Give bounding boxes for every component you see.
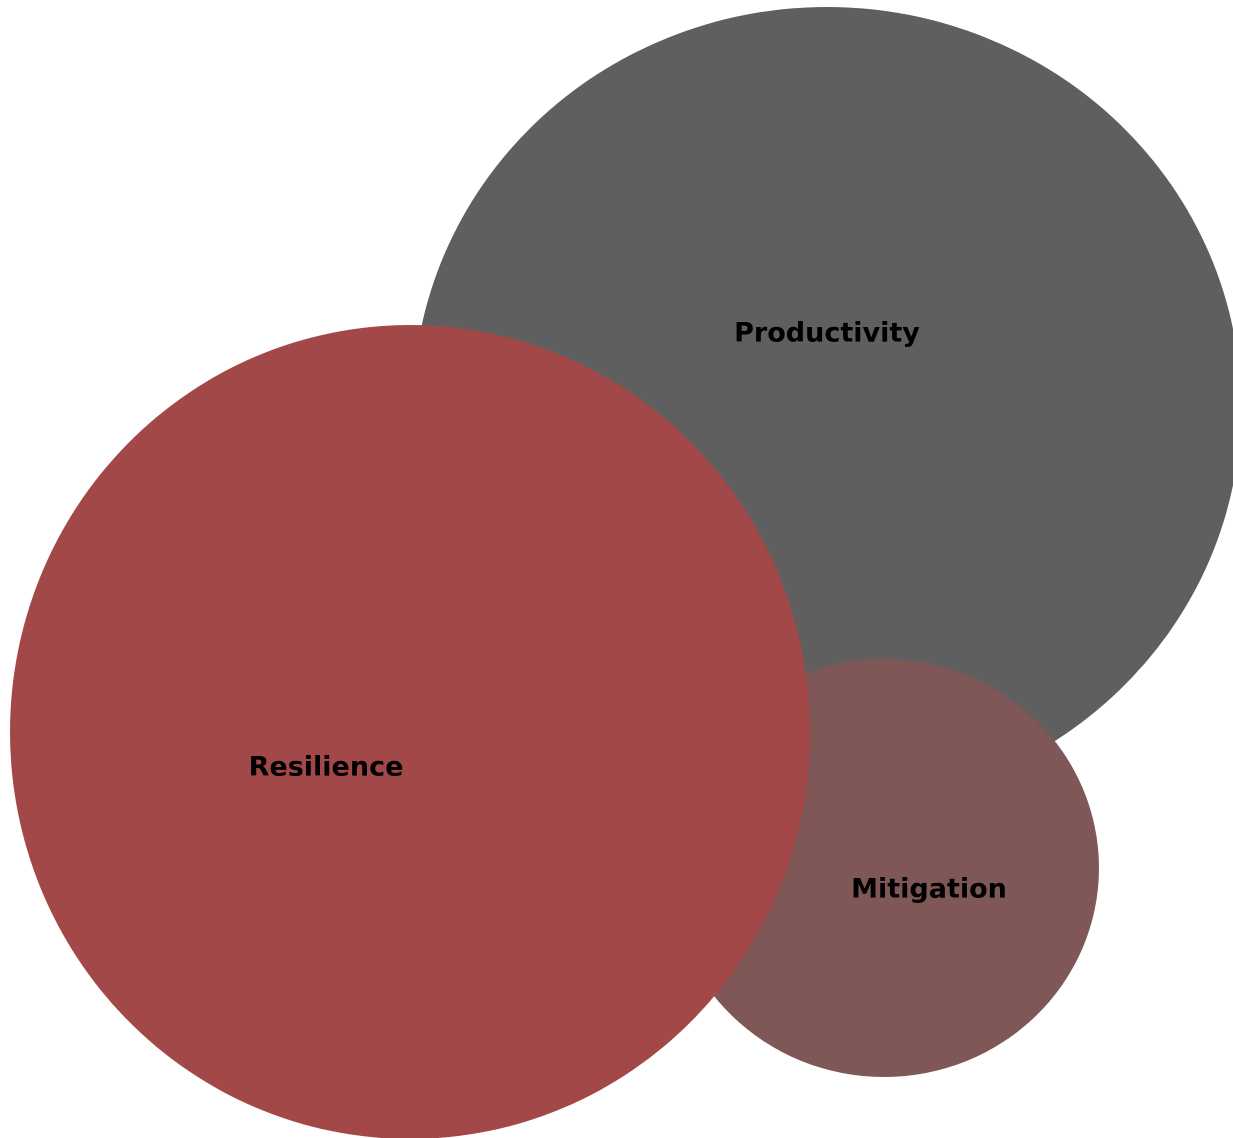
resilience-circle [10, 325, 810, 1138]
mitigation-label: Mitigation [851, 874, 1007, 905]
productivity-label: Productivity [734, 318, 920, 349]
resilience-label: Resilience [249, 752, 404, 783]
